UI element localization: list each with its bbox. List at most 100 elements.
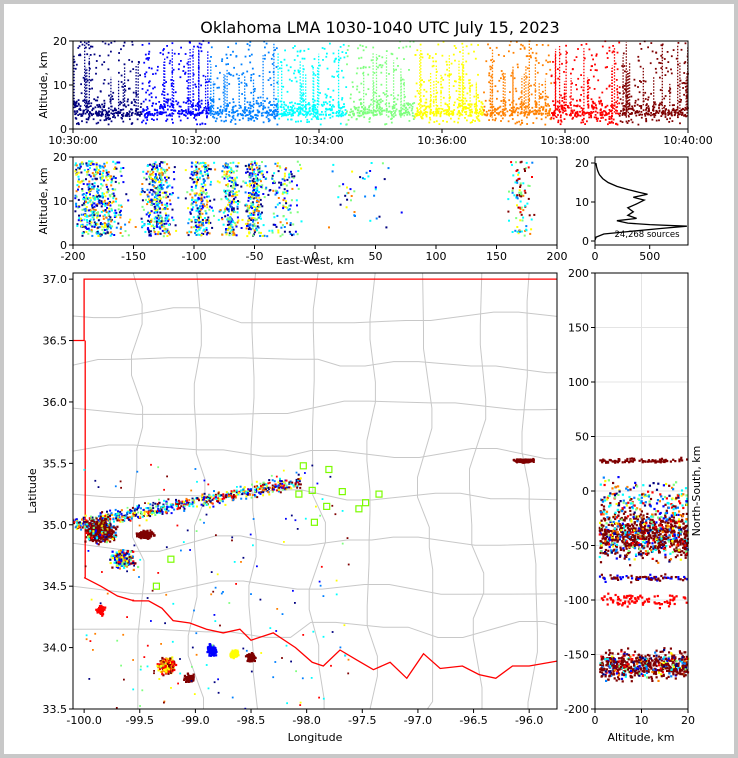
source-point: [76, 224, 79, 227]
source-point: [475, 109, 477, 111]
time-height-y-tick-label: 10: [53, 79, 67, 92]
source-point: [166, 163, 169, 166]
source-point: [178, 63, 181, 66]
source-point: [81, 180, 84, 183]
source-point: [365, 171, 368, 174]
source-point: [248, 232, 251, 235]
source-point: [81, 204, 84, 207]
source-point: [248, 172, 251, 175]
source-point: [465, 100, 468, 102]
source-point: [248, 111, 251, 114]
source-point: [190, 185, 193, 188]
source-point: [167, 214, 170, 217]
source-point: [398, 110, 401, 113]
source-point: [206, 167, 209, 169]
source-point: [210, 180, 212, 183]
source-point: [306, 118, 309, 121]
source-point: [506, 110, 509, 113]
source-point: [80, 83, 82, 86]
source-point: [148, 233, 151, 236]
source-point: [248, 219, 251, 222]
source-point: [668, 121, 671, 123]
source-point: [203, 492, 206, 495]
source-point: [655, 51, 658, 54]
source-point: [97, 169, 100, 171]
source-point: [256, 109, 259, 112]
source-point: [232, 209, 235, 212]
source-point: [535, 104, 537, 107]
source-point: [226, 175, 229, 178]
source-point: [148, 111, 151, 113]
source-point: [257, 486, 260, 489]
source-point: [341, 69, 343, 72]
source-point: [528, 185, 531, 187]
source-point: [507, 210, 510, 213]
source-point: [638, 114, 641, 116]
source-point: [515, 217, 518, 220]
source-point: [496, 108, 499, 110]
source-point: [364, 195, 367, 198]
source-point: [85, 192, 88, 194]
source-point: [101, 63, 104, 66]
source-point: [647, 110, 650, 113]
source-point: [196, 103, 199, 105]
source-point: [210, 110, 213, 112]
source-point: [77, 178, 80, 181]
source-point: [111, 179, 114, 182]
source-point: [81, 188, 84, 191]
source-point: [244, 114, 247, 117]
source-point: [673, 114, 676, 117]
source-point: [645, 109, 647, 111]
source-point: [231, 176, 234, 179]
source-point: [158, 226, 161, 229]
source-point: [189, 212, 192, 215]
source-point: [289, 224, 292, 226]
source-point: [97, 219, 100, 222]
source-point: [513, 77, 516, 80]
source-point: [344, 109, 347, 111]
source-point: [124, 230, 127, 233]
source-point: [73, 110, 76, 113]
source-point: [229, 54, 232, 56]
source-point: [122, 114, 124, 117]
source-point: [597, 79, 600, 82]
source-point: [532, 112, 535, 115]
source-point: [195, 174, 198, 176]
source-point: [94, 106, 97, 109]
source-point: [105, 185, 108, 188]
source-point: [232, 170, 235, 173]
source-point: [471, 111, 474, 114]
source-point: [101, 175, 104, 178]
source-point: [668, 90, 670, 92]
source-point: [236, 109, 239, 112]
source-point: [242, 72, 245, 75]
source-point: [570, 72, 572, 75]
source-point: [246, 70, 249, 73]
source-point: [241, 93, 243, 95]
source-point: [275, 98, 277, 100]
source-point: [205, 227, 208, 229]
source-point: [228, 102, 231, 104]
source-point: [549, 68, 552, 71]
source-point: [343, 105, 346, 108]
source-point: [104, 113, 107, 116]
source-point: [184, 114, 187, 117]
source-point: [164, 207, 167, 210]
source-point: [606, 113, 608, 116]
source-point: [163, 232, 166, 235]
source-point: [154, 112, 156, 115]
source-point: [146, 193, 149, 196]
source-point: [216, 86, 219, 89]
source-point: [146, 106, 149, 108]
source-point: [502, 100, 505, 102]
source-point: [193, 113, 196, 116]
source-point: [381, 109, 384, 112]
source-point: [152, 171, 155, 174]
source-point: [110, 513, 113, 516]
source-point: [519, 207, 522, 210]
source-point: [495, 108, 498, 111]
source-point: [202, 74, 205, 77]
source-point: [85, 162, 88, 165]
source-point: [669, 88, 672, 90]
source-point: [458, 114, 461, 117]
